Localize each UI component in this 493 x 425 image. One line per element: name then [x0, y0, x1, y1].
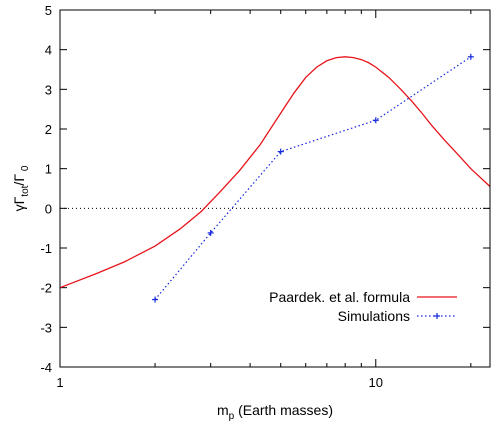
x-axis-label: mp (Earth masses) [217, 402, 333, 422]
y-tick-label: 0 [45, 201, 52, 216]
formula-curve [59, 56, 491, 289]
y-tick-label: -4 [40, 360, 52, 375]
y-axis-label-mid: /Γ [11, 174, 27, 186]
y-axis-label: γΓtot/Γ 0 [11, 165, 31, 211]
plot-frame [59, 9, 491, 368]
x-axis-label-main: m [217, 402, 229, 418]
y-tick-label: -1 [40, 241, 52, 256]
y-tick-label: -3 [40, 320, 52, 335]
y-axis-label-prefix: γΓ [11, 196, 27, 211]
y-tick-label: 3 [45, 82, 52, 97]
simulations-line [154, 56, 472, 300]
legend-marker-simulations [434, 313, 440, 319]
y-tick-label: 4 [45, 43, 52, 58]
legend: Paardek. et al. formula Simulations [269, 289, 457, 324]
legend-label-simulations: Simulations [338, 308, 410, 324]
tick-labels-layer: -4 -3 -2 -1 0 1 2 3 4 5 1 10 [40, 3, 383, 390]
y-tick-label: 5 [45, 3, 52, 18]
x-axis-label-sub: p [229, 411, 235, 422]
series-layer [59, 53, 491, 303]
y-tick-label: 2 [45, 122, 52, 137]
y-tick-label: 1 [45, 162, 52, 177]
legend-label-formula: Paardek. et al. formula [269, 289, 410, 305]
x-tick-label: 1 [56, 375, 63, 390]
y-tick-label: -2 [40, 281, 52, 296]
x-tick-label: 10 [369, 375, 383, 390]
y-axis-label-sub2: 0 [20, 165, 31, 174]
x-axis-label-rest: (Earth masses) [234, 402, 333, 418]
y-axis-label-sub1: tot [20, 185, 31, 196]
ticks-layer [59, 9, 490, 368]
